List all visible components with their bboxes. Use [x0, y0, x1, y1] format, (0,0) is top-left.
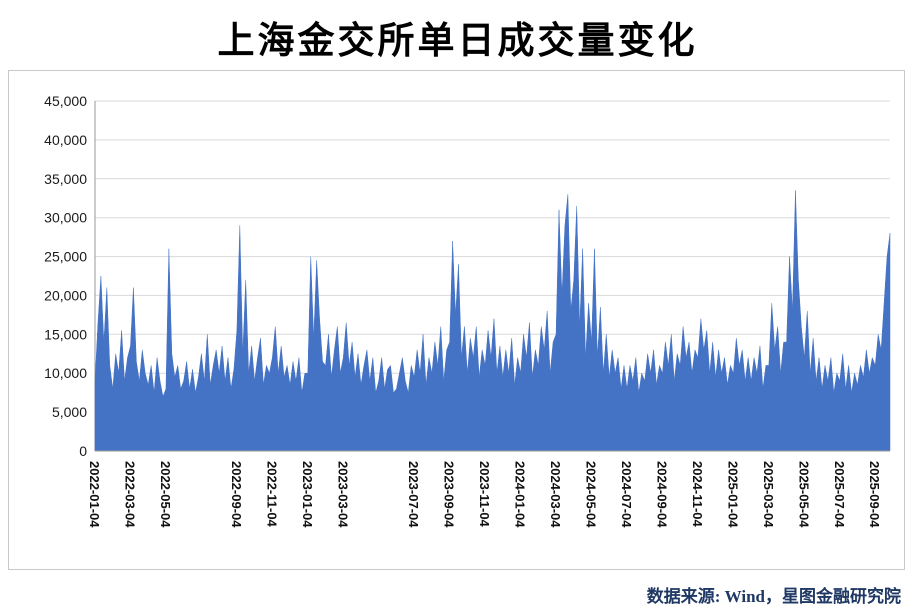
x-axis-tick-label: 2022-05-04 — [158, 461, 173, 528]
x-axis-tick-label: 2025-05-04 — [796, 461, 811, 528]
x-axis-tick-label: 2022-03-04 — [123, 461, 138, 528]
x-axis-tick-label: 2023-03-04 — [335, 461, 350, 528]
y-axis-tick-label: 15,000 — [44, 326, 87, 342]
x-axis-tick-label: 2022-09-04 — [229, 461, 244, 528]
y-axis-tick-label: 30,000 — [44, 210, 87, 226]
x-axis-tick-label: 2023-09-04 — [442, 461, 457, 528]
x-axis-tick-label: 2023-01-04 — [300, 461, 315, 528]
x-axis-tick-label: 2023-07-04 — [406, 461, 421, 528]
x-axis-tick-label: 2024-11-04 — [690, 461, 705, 528]
x-axis-tick-label: 2025-03-04 — [761, 461, 776, 528]
y-axis-tick-label: 5,000 — [52, 404, 87, 420]
volume-area-chart: 0 5,000 10,000 15,000 20,000 25,000 30,000 35,0… — [44, 93, 891, 528]
source-note: 数据来源: Wind，星图金融研究院 — [646, 587, 901, 606]
y-axis-tick-label: 25,000 — [44, 249, 87, 265]
x-axis-tick-label: 2025-09-04 — [867, 461, 882, 528]
y-axis-tick-label: 40,000 — [44, 132, 87, 148]
x-axis-tick-label: 2023-11-04 — [477, 461, 492, 528]
x-axis-tick-label: 2024-03-04 — [548, 461, 563, 528]
x-axis-tick-label: 2025-01-04 — [725, 461, 740, 528]
x-axis-tick-label: 2022-01-04 — [87, 461, 102, 528]
chart-container: 0 5,000 10,000 15,000 20,000 25,000 30,000 35,0… — [8, 70, 905, 570]
y-axis-tick-label: 10,000 — [44, 365, 87, 381]
y-axis-tick-label: 45,000 — [44, 93, 87, 109]
x-axis-tick-label: 2024-05-04 — [584, 461, 599, 528]
volume-area-series — [94, 190, 891, 452]
x-axis-tick-label: 2024-01-04 — [513, 461, 528, 528]
y-axis-tick-label: 35,000 — [44, 171, 87, 187]
y-axis-tick-label: 20,000 — [44, 287, 87, 303]
chart-title: 上海金交所单日成交量变化 — [217, 21, 698, 62]
y-axis-tick-label: 0 — [79, 443, 87, 459]
x-axis-tick-label: 2024-09-04 — [654, 461, 669, 528]
x-axis-tick-label: 2025-07-04 — [832, 461, 847, 528]
x-axis-tick-label: 2024-07-04 — [619, 461, 634, 528]
x-axis-tick-label: 2022-11-04 — [264, 461, 279, 528]
